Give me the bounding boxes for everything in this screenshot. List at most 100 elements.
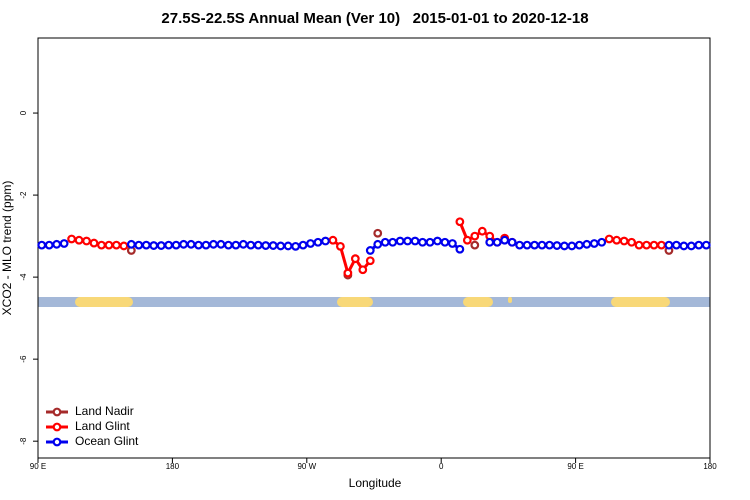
point (268, 241, 278, 250)
legend-swatch-point (52, 407, 62, 417)
point (395, 236, 405, 246)
point (470, 240, 480, 250)
point (52, 239, 62, 249)
point (156, 241, 166, 250)
point (223, 240, 233, 250)
point (657, 240, 666, 250)
point (530, 240, 539, 250)
point (470, 231, 480, 241)
point (515, 240, 524, 250)
point (74, 235, 84, 245)
legend-swatch-point (52, 422, 62, 432)
point (141, 240, 151, 250)
point (455, 217, 465, 227)
point (589, 239, 599, 248)
point (619, 236, 629, 246)
point (567, 241, 577, 251)
point (350, 254, 360, 264)
point (552, 241, 562, 250)
point (104, 240, 114, 250)
point (194, 240, 203, 250)
x-tick-label: 90 W (297, 462, 316, 471)
point (388, 237, 398, 247)
point (328, 235, 338, 245)
series-segment (338, 245, 350, 274)
land-patch (611, 297, 670, 307)
point (44, 240, 54, 250)
point (298, 240, 308, 250)
point (425, 237, 435, 247)
point (380, 237, 390, 247)
legend-swatch-point (52, 437, 62, 447)
point (283, 241, 293, 251)
point (37, 240, 47, 250)
y-tick-label: -4 (19, 273, 28, 281)
point (373, 228, 383, 238)
point (679, 241, 689, 251)
point (171, 240, 181, 250)
ocean-strip (38, 297, 710, 307)
point (313, 237, 323, 247)
point (126, 239, 136, 249)
point (492, 237, 502, 247)
point (507, 237, 517, 247)
point (186, 239, 196, 249)
point (253, 240, 263, 250)
point (612, 235, 622, 245)
point (642, 240, 651, 250)
point (560, 241, 569, 251)
y-tick-label: 0 (19, 110, 28, 115)
point (574, 240, 584, 250)
x-tick-label: 0 (439, 462, 444, 471)
point (634, 240, 644, 250)
x-tick-label: 180 (166, 462, 180, 471)
point (462, 235, 472, 245)
y-axis-label: XCO2 - MLO trend (ppm) (0, 181, 14, 316)
point (418, 237, 427, 247)
point (209, 239, 218, 249)
point (448, 239, 457, 248)
point (89, 238, 99, 248)
chart-title: 27.5S-22.5S Annual Mean (Ver 10) 2015-01… (161, 10, 588, 27)
point (238, 239, 248, 249)
point (403, 236, 413, 246)
point (231, 240, 241, 250)
point (321, 236, 330, 246)
point (694, 240, 704, 250)
point (455, 244, 465, 254)
point (649, 240, 659, 250)
point (336, 241, 345, 251)
legend-label: Land Nadir (75, 404, 134, 418)
legend-label: Land Glint (75, 419, 130, 433)
land-patch (463, 297, 493, 307)
point (306, 239, 315, 248)
point (97, 240, 106, 250)
point (365, 246, 375, 255)
land-patch (337, 297, 373, 307)
point (149, 241, 159, 250)
point (246, 240, 256, 250)
point (365, 256, 375, 266)
point (358, 265, 368, 275)
series (37, 235, 711, 255)
legend-label: Ocean Glint (75, 434, 139, 448)
surface-strip (38, 297, 710, 307)
point (111, 240, 121, 250)
point (67, 234, 76, 244)
x-tick-label: 90 E (30, 462, 46, 471)
point (597, 237, 607, 247)
point (291, 241, 301, 251)
point (164, 240, 174, 250)
point (261, 241, 271, 250)
point (582, 239, 592, 249)
point (440, 237, 450, 247)
point (686, 241, 696, 251)
point (134, 240, 144, 250)
y-tick-label: -2 (19, 191, 28, 199)
x-tick-label: 180 (703, 462, 717, 471)
point (485, 237, 495, 247)
point (59, 239, 69, 248)
point (201, 240, 211, 250)
point (179, 239, 189, 249)
